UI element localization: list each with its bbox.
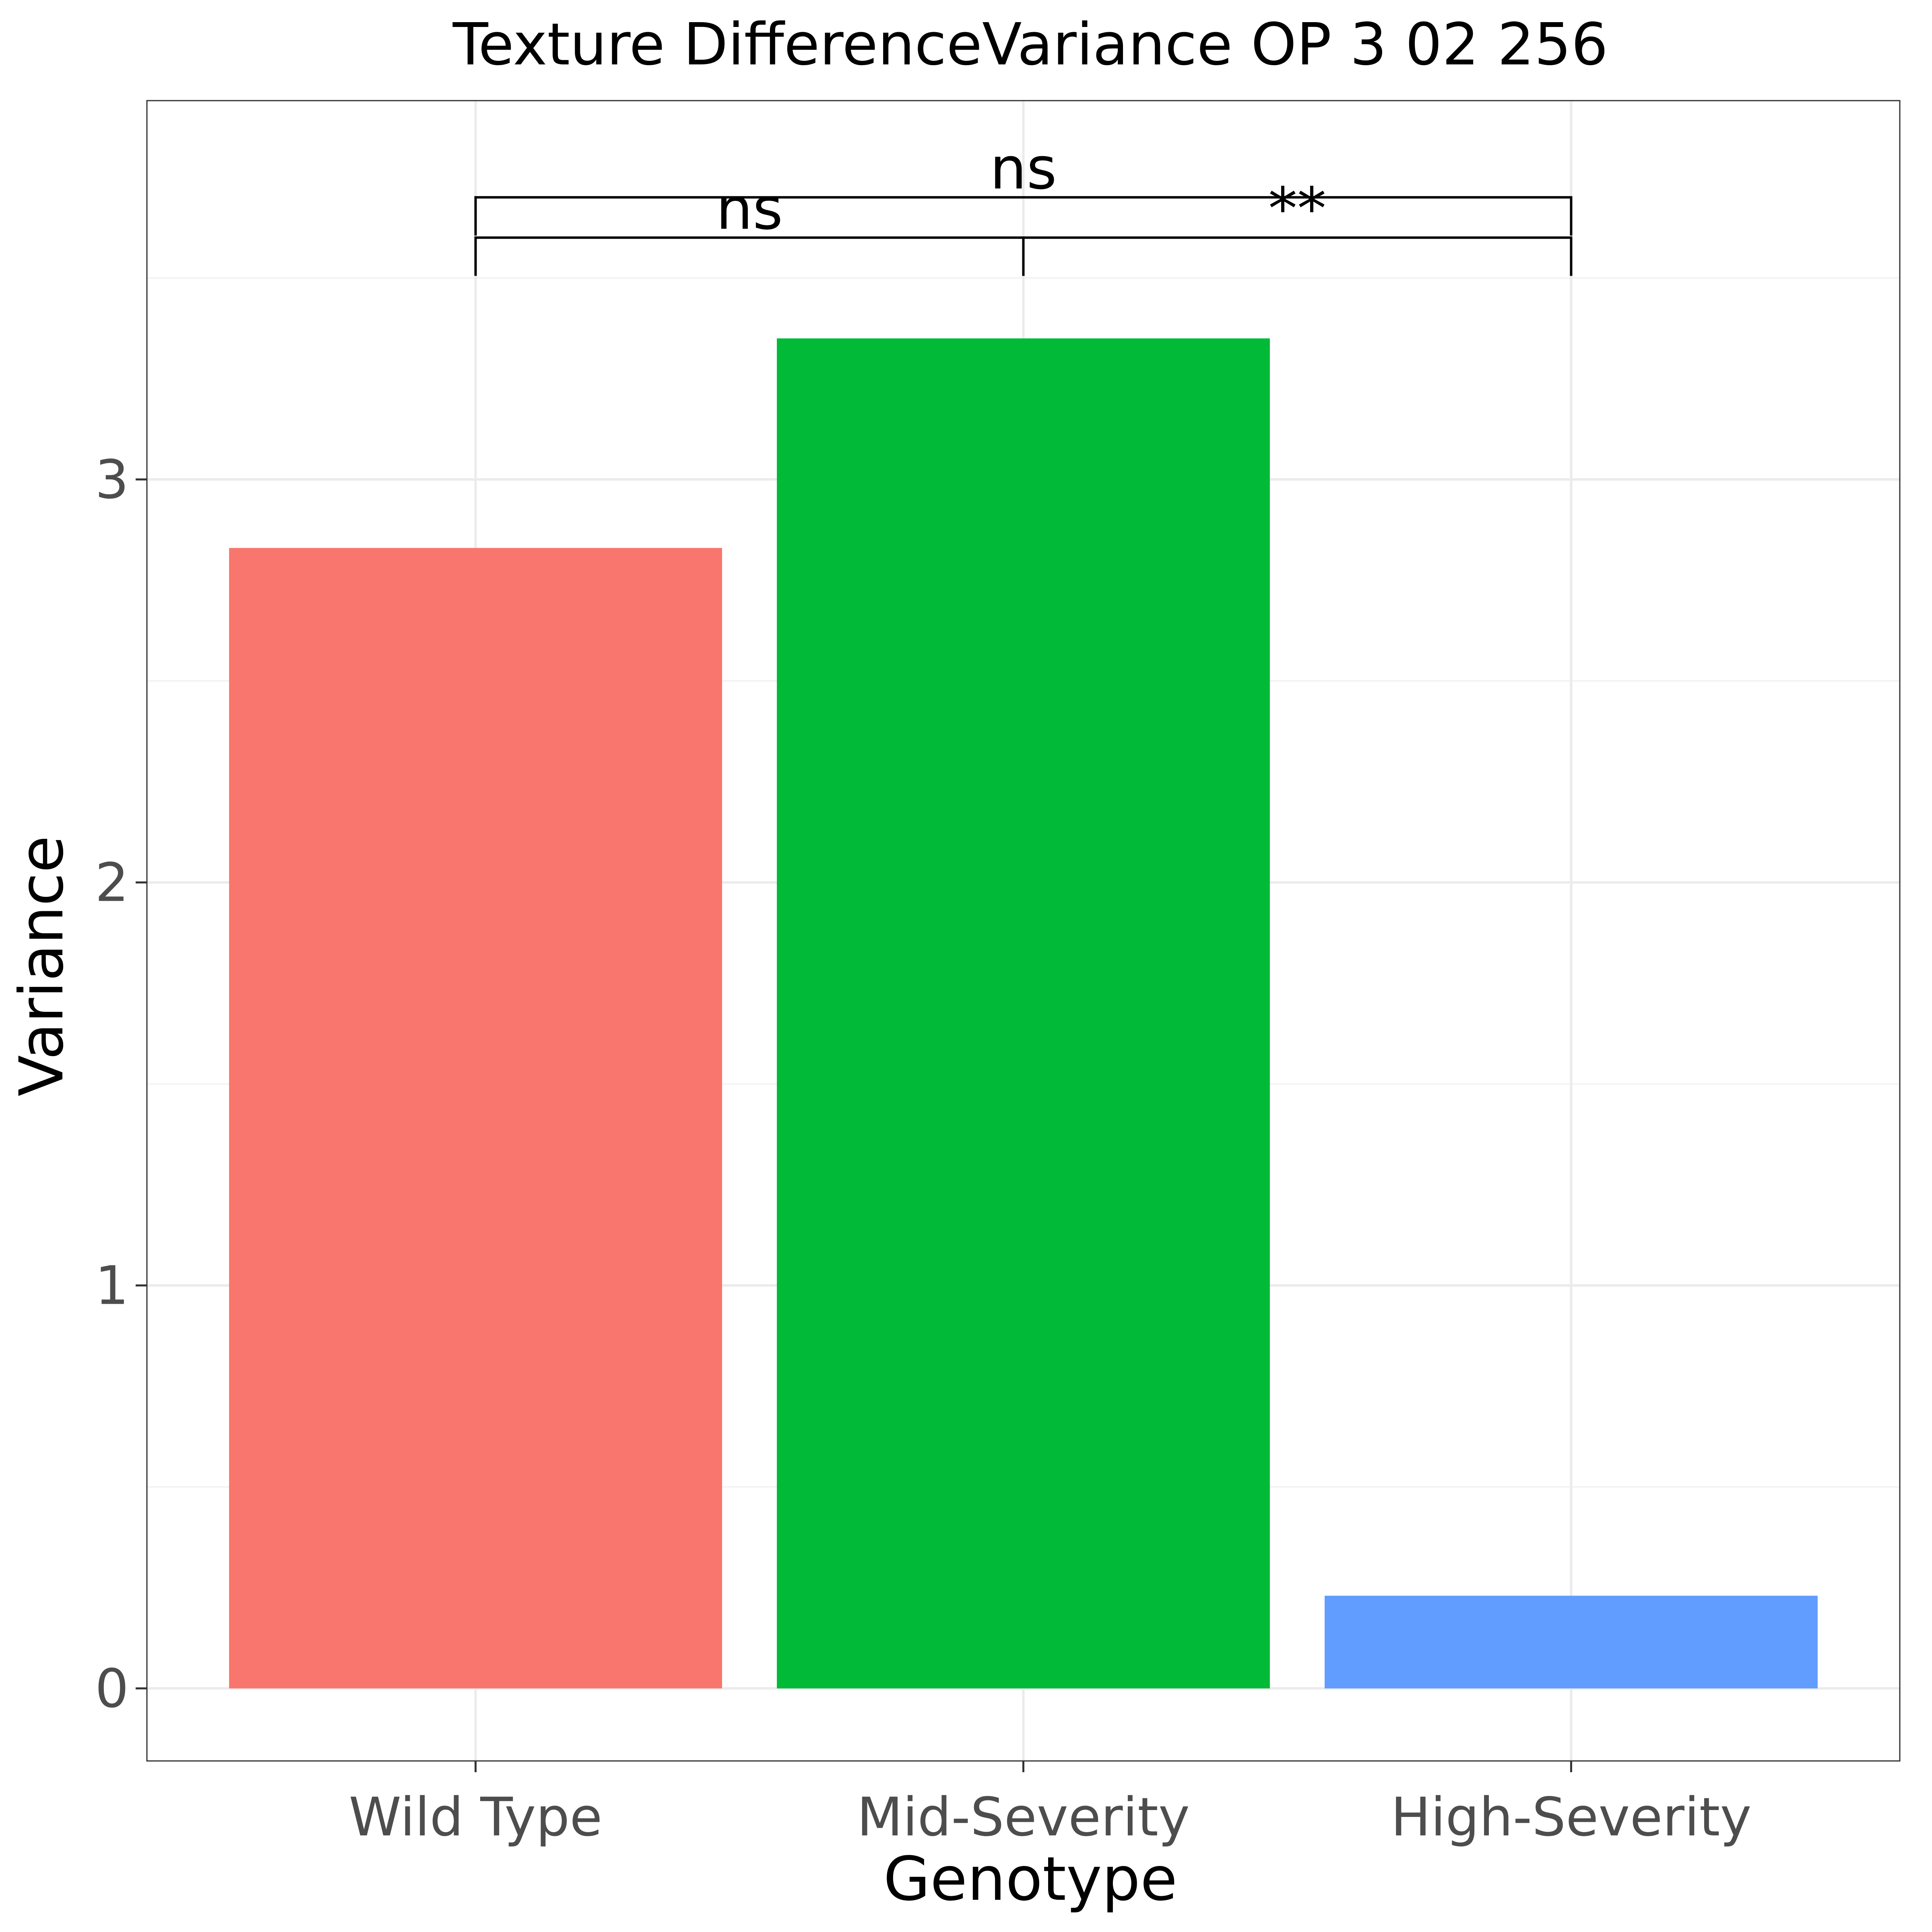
x-tick-label: Mid-Severity [857, 1786, 1190, 1848]
significance-label: ns [716, 175, 783, 242]
bar-mid-severity [777, 338, 1270, 1688]
plot-area: 0 1 2 3 Wild Type Mid-Severity High-Severity ns… [95, 100, 1901, 1848]
bar-high-severity [1325, 1596, 1818, 1688]
y-tick-label: 2 [95, 852, 129, 914]
y-tick-label: 1 [95, 1255, 129, 1317]
significance-bracket [474, 196, 1573, 236]
x-tick-label: Wild Type [349, 1786, 603, 1848]
significance-label: ns [990, 134, 1057, 202]
chart-title: Texture DifferenceVariance OP 3 02 256 [452, 10, 1608, 78]
y-axis-title: Variance [7, 836, 77, 1096]
significance-label: ** [1268, 175, 1326, 242]
y-tick-label: 3 [95, 449, 129, 511]
bar-wild-type [229, 548, 722, 1688]
significance-bracket [1022, 236, 1573, 276]
y-tick-label: 0 [95, 1658, 129, 1720]
x-axis-title: Genotype [883, 1844, 1177, 1914]
x-tick-label: High-Severity [1391, 1786, 1751, 1848]
